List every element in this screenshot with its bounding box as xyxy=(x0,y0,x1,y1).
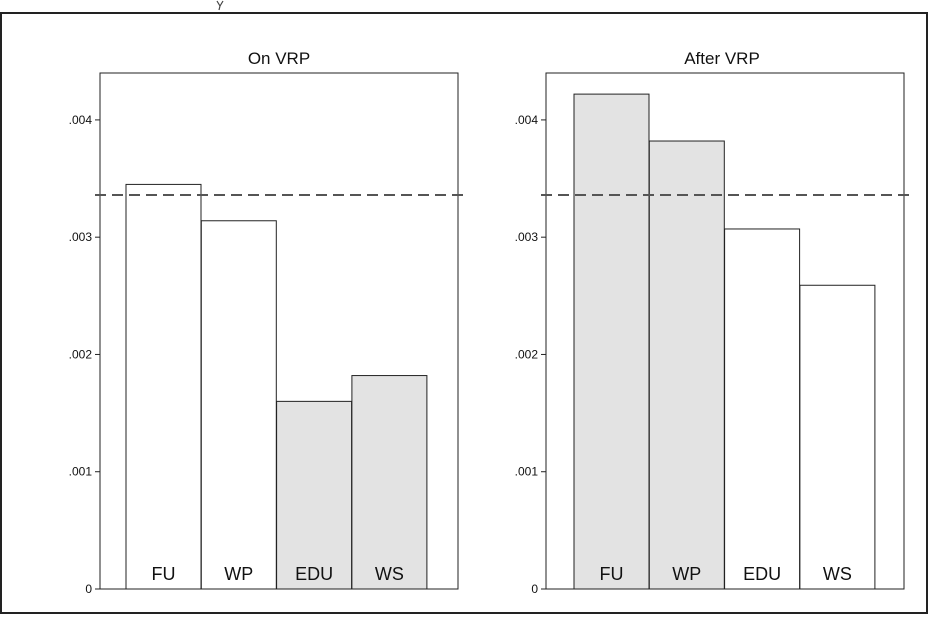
bar-wp xyxy=(200,220,277,590)
bar-edu xyxy=(724,228,801,590)
category-label-ws: WS xyxy=(823,564,852,584)
bar-fu xyxy=(573,93,650,590)
category-labels: FU WP EDU WS xyxy=(152,564,404,584)
y-tick-label: .001 xyxy=(515,465,539,479)
bars xyxy=(125,183,428,590)
y-axis: 0 .001 .002 .003 .004 xyxy=(69,113,100,596)
bar-edu xyxy=(276,400,353,590)
bar-fu xyxy=(125,183,202,590)
y-tick-label: .004 xyxy=(69,113,93,127)
category-label-fu: FU xyxy=(600,564,624,584)
y-tick-label: .002 xyxy=(69,347,93,361)
panel-title: After VRP xyxy=(684,49,760,68)
category-label-edu: EDU xyxy=(743,564,781,584)
bars xyxy=(573,93,876,590)
panel-after-vrp: After VRP 0 .001 .002 .003 .004 FU WP EDU WS xyxy=(515,49,909,596)
category-label-fu: FU xyxy=(152,564,176,584)
y-tick-label: .001 xyxy=(69,465,93,479)
y-tick-label: 0 xyxy=(85,582,92,596)
cropped-caption-fragment xyxy=(216,0,224,11)
panel-on-vrp: On VRP 0 .001 .002 .003 .004 FU WP EDU WS xyxy=(69,49,468,596)
bar-ws xyxy=(351,375,428,590)
panel-title: On VRP xyxy=(248,49,310,68)
y-axis: 0 .001 .002 .003 .004 xyxy=(515,113,546,596)
bar-wp xyxy=(648,140,725,590)
category-labels: FU WP EDU WS xyxy=(600,564,852,584)
category-label-ws: WS xyxy=(375,564,404,584)
bar-ws xyxy=(799,284,876,590)
y-tick-label: 0 xyxy=(531,582,538,596)
y-tick-label: .004 xyxy=(515,113,539,127)
y-tick-label: .003 xyxy=(515,230,539,244)
y-tick-label: .003 xyxy=(69,230,93,244)
category-label-wp: WP xyxy=(672,564,701,584)
category-label-edu: EDU xyxy=(295,564,333,584)
category-label-wp: WP xyxy=(224,564,253,584)
y-tick-label: .002 xyxy=(515,347,539,361)
